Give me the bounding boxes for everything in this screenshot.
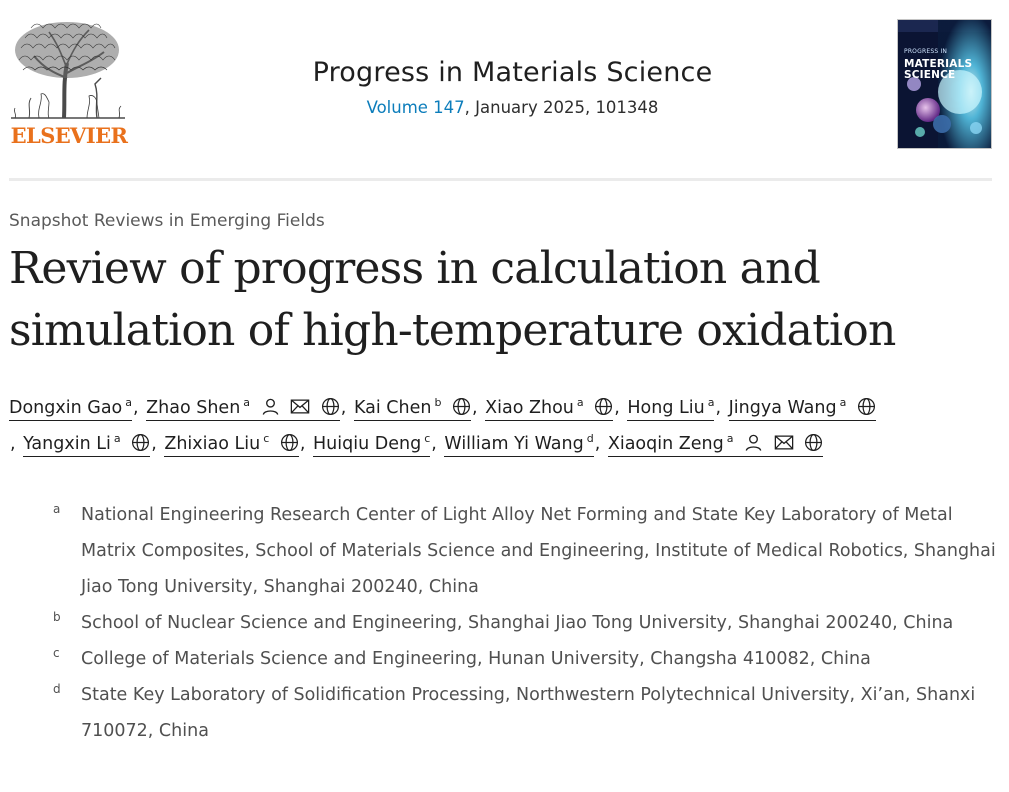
journal-title[interactable]: Progress in Materials Science <box>312 57 713 88</box>
globe-icon <box>805 433 823 452</box>
globe-icon <box>595 397 613 416</box>
affiliation-item: a National Engineering Research Center o… <box>53 497 1003 605</box>
author-separator: , <box>614 398 620 418</box>
affiliation-text: College of Materials Science and Enginee… <box>81 649 871 669</box>
person-icon <box>745 434 762 451</box>
header-divider <box>9 178 992 181</box>
author-separator: , <box>431 434 437 454</box>
globe-icon <box>452 397 471 416</box>
affiliation-mark: b <box>53 610 61 624</box>
globe-icon <box>132 433 150 452</box>
volume-link[interactable]: Volume 147 <box>366 98 465 117</box>
mail-icon <box>774 435 793 450</box>
author-link[interactable]: Zhao Shen a <box>146 391 340 421</box>
article-title: Review of progress in calculation and si… <box>9 243 896 356</box>
affiliation-item: b School of Nuclear Science and Engineer… <box>53 605 1003 641</box>
author-link[interactable]: Dongxin Gao a <box>9 391 132 421</box>
author-separator: , <box>340 398 347 418</box>
author-separator: , <box>10 434 16 454</box>
author-link[interactable]: Jingya Wang a <box>728 391 876 421</box>
affiliation-text: State Key Laboratory of Solidification P… <box>81 685 976 741</box>
affiliation-text: National Engineering Research Center of … <box>81 505 996 597</box>
globe-icon <box>321 397 339 416</box>
person-icon <box>262 398 278 415</box>
mail-icon <box>290 399 310 414</box>
globe-icon <box>857 397 875 416</box>
author-link[interactable]: Xiao Zhou a <box>485 391 614 421</box>
elsevier-wordmark: ELSEVIER <box>10 123 128 148</box>
author-separator: , <box>133 398 139 418</box>
author-link[interactable]: Xiaoqin Zeng a <box>607 427 824 457</box>
author-separator: , <box>472 398 478 418</box>
author-list: Dongxin Gao a, Zhao Shen a , Kai Chen b , X… <box>9 390 999 462</box>
issue-date-number: , January 2025, 101348 <box>464 98 659 117</box>
affiliation-item: d State Key Laboratory of Solidification… <box>53 677 1003 749</box>
author-link[interactable]: Hong Liu a <box>627 391 715 421</box>
affiliation-mark: c <box>53 646 60 660</box>
author-separator: , <box>299 434 306 454</box>
author-separator: , <box>594 434 601 454</box>
globe-icon <box>280 433 298 452</box>
journal-header: Progress in Materials Science Volume 147… <box>220 54 805 119</box>
author-link[interactable]: William Yi Wang d <box>444 427 594 457</box>
author-separator: , <box>151 434 157 454</box>
affiliation-list: a National Engineering Research Center o… <box>53 497 1003 749</box>
elsevier-tree-icon <box>11 22 125 119</box>
article-type-label: Snapshot Reviews in Emerging Fields <box>9 211 325 231</box>
affiliation-item: c College of Materials Science and Engin… <box>53 641 1003 677</box>
journal-issue-info: Volume 147, January 2025, 101348 <box>220 97 805 119</box>
cover-artwork <box>898 20 991 148</box>
affiliation-mark: d <box>53 682 61 696</box>
author-link[interactable]: Kai Chen b <box>353 391 471 421</box>
author-link[interactable]: Zhixiao Liu c <box>164 427 299 457</box>
affiliation-mark: a <box>53 502 61 516</box>
author-link[interactable]: Huiqiu Deng c <box>313 427 431 457</box>
author-link[interactable]: Yangxin Li a <box>23 427 151 457</box>
cover-title: PROGRESS IN MATERIALS SCIENCE <box>904 48 973 81</box>
author-separator: , <box>715 398 722 418</box>
journal-cover-image[interactable]: PROGRESS IN MATERIALS SCIENCE <box>897 19 992 149</box>
affiliation-text: School of Nuclear Science and Engineerin… <box>81 613 954 633</box>
elsevier-logo[interactable]: ELSEVIER <box>9 18 129 152</box>
